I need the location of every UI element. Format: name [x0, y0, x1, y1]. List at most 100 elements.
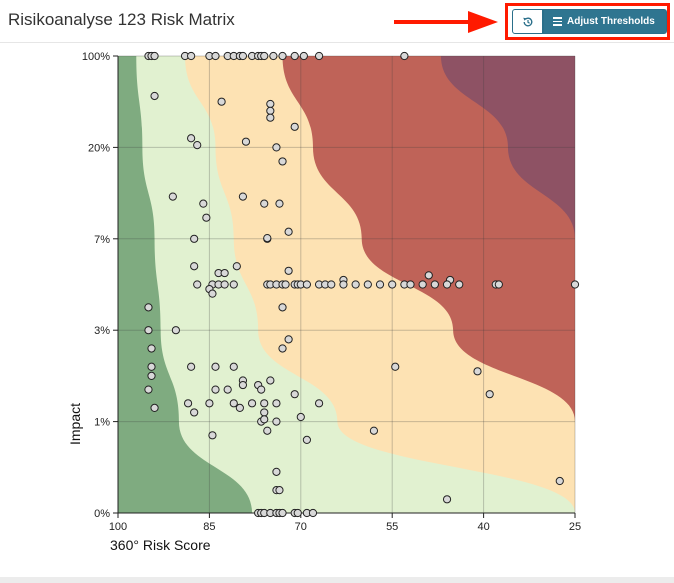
data-point: [147, 344, 156, 353]
data-point: [269, 51, 278, 61]
data-point: [260, 199, 269, 208]
data-point: [314, 51, 324, 61]
data-point: [187, 362, 196, 371]
data-point: [406, 280, 415, 289]
x-tick-label: 85: [203, 521, 215, 533]
data-point: [238, 192, 248, 201]
data-point: [327, 280, 336, 289]
panel-header: Risikoanalyse 123 Risk Matrix Adjust Thr…: [0, 0, 674, 43]
data-point: [290, 390, 299, 399]
data-point: [266, 106, 275, 115]
data-point: [205, 399, 214, 408]
callout-highlight: [505, 3, 670, 40]
sliders-icon: [553, 17, 562, 26]
data-point: [388, 280, 397, 289]
data-point: [150, 91, 159, 101]
history-button[interactable]: [512, 9, 543, 34]
data-point: [284, 335, 293, 344]
data-point: [211, 385, 220, 394]
data-point: [266, 113, 275, 122]
x-axis-label: 360° Risk Score: [110, 537, 211, 553]
data-point: [281, 280, 290, 289]
data-point: [211, 362, 220, 371]
axes: 100 85 70 55 40 25 0% 1% 3% 7% 20% 100%: [82, 51, 581, 533]
data-point: [278, 157, 287, 166]
data-point: [247, 399, 257, 408]
data-point: [272, 143, 281, 152]
data-point: [150, 51, 159, 61]
data-point: [272, 399, 281, 408]
data-point: [190, 262, 199, 271]
data-point: [260, 415, 269, 424]
x-tick-label: 40: [477, 521, 489, 533]
data-point: [202, 213, 211, 222]
data-point: [275, 199, 284, 208]
data-point: [266, 376, 275, 385]
data-point: [351, 280, 360, 289]
data-point: [494, 280, 503, 289]
risk-matrix-chart: 100 85 70 55 40 25 0% 1% 3% 7% 20% 100% 360° Risk S…: [67, 51, 581, 553]
adjust-thresholds-button[interactable]: Adjust Thresholds: [543, 9, 667, 34]
history-icon: [522, 17, 532, 26]
data-point: [278, 508, 287, 518]
data-point: [263, 233, 272, 243]
x-tick-label: 25: [569, 521, 581, 533]
data-point: [241, 137, 251, 146]
data-point: [223, 385, 232, 394]
scatter-points: [144, 51, 580, 518]
data-point: [424, 271, 433, 280]
data-point: [193, 141, 202, 150]
x-tick-label: 70: [295, 521, 307, 533]
data-point: [199, 199, 208, 208]
x-tick-label: 55: [386, 521, 398, 533]
data-point: [302, 280, 311, 289]
data-point: [375, 280, 385, 289]
data-point: [260, 408, 269, 417]
data-point: [260, 51, 269, 61]
data-point: [369, 426, 379, 435]
data-point: [190, 234, 199, 243]
data-point: [232, 262, 241, 271]
data-point: [144, 385, 153, 394]
data-point: [220, 280, 229, 289]
data-point: [314, 399, 324, 408]
data-point: [430, 280, 439, 289]
data-point: [296, 412, 305, 422]
data-point: [190, 408, 199, 417]
data-point: [278, 344, 287, 353]
zone-critical: [440, 56, 575, 513]
callout-arrow-icon: [394, 11, 498, 33]
data-point: [485, 390, 494, 399]
data-point: [391, 362, 400, 371]
data-point: [144, 303, 153, 312]
data-point: [229, 362, 238, 371]
data-point: [187, 134, 196, 143]
data-point: [302, 435, 311, 444]
data-point: [272, 467, 281, 476]
data-point: [442, 495, 452, 504]
data-point: [339, 280, 348, 289]
data-point: [235, 403, 244, 412]
threshold-button-group: Adjust Thresholds: [512, 9, 667, 34]
y-tick-label: 20%: [88, 142, 110, 154]
data-point: [290, 122, 299, 131]
y-tick-label: 1%: [94, 417, 110, 429]
page-title: Risikoanalyse 123 Risk Matrix: [8, 10, 235, 29]
data-point: [278, 51, 287, 61]
data-point: [455, 280, 464, 289]
data-point: [275, 486, 284, 495]
data-point: [238, 380, 248, 390]
data-point: [220, 268, 229, 278]
data-point: [263, 426, 272, 435]
data-point: [363, 280, 372, 289]
y-tick-label: 7%: [94, 234, 110, 246]
data-point: [418, 280, 427, 289]
data-point: [211, 51, 220, 61]
data-point: [299, 51, 308, 61]
data-point: [257, 385, 266, 394]
data-point: [284, 266, 293, 275]
data-point: [293, 508, 302, 518]
data-point: [272, 417, 281, 426]
data-point: [147, 371, 156, 380]
y-tick-label: 0%: [94, 508, 110, 520]
